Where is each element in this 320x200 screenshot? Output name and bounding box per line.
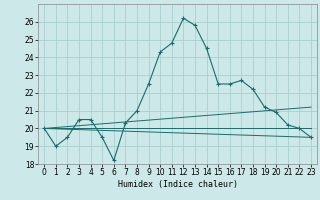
- X-axis label: Humidex (Indice chaleur): Humidex (Indice chaleur): [118, 180, 238, 189]
